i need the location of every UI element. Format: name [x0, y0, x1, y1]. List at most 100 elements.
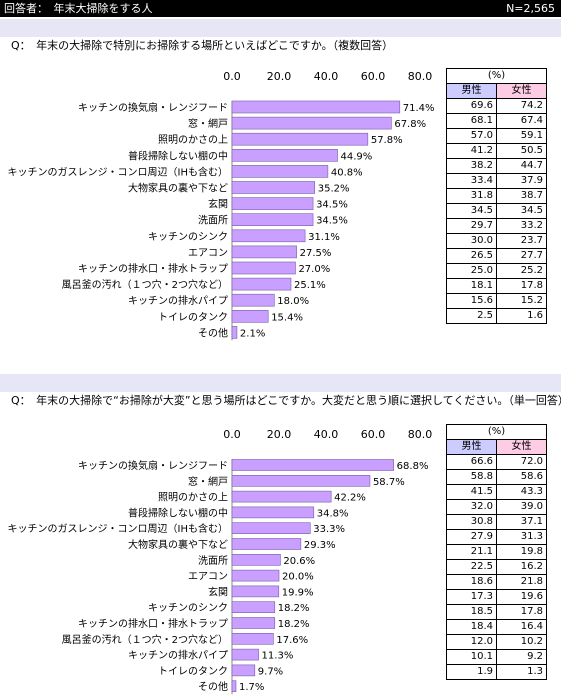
category-label: キッチンの排水パイプ [128, 294, 228, 307]
bar [231, 474, 371, 487]
table-row: 18.6 21.8 [446, 574, 547, 590]
category-label: キッチンのシンク [148, 602, 228, 614]
male-header: 男性 [446, 439, 497, 455]
male-value: 38.2 [446, 158, 497, 174]
bar-value-label: 11.3% [262, 651, 294, 662]
bar-value-label: 25.1% [294, 280, 326, 291]
female-value: 1.3 [496, 664, 547, 680]
male-value: 30.8 [446, 514, 497, 530]
female-value: 21.8 [496, 574, 547, 590]
table-row: 18.4 16.4 [446, 619, 547, 635]
bar-value-label: 68.8% [397, 461, 429, 472]
bar-value-label: 42.2% [334, 493, 366, 504]
category-label: キッチンの換気扇・レンジフード [78, 101, 228, 114]
male-value: 18.6 [446, 574, 497, 590]
bar-value-label: 44.9% [341, 151, 373, 162]
male-value: 18.5 [446, 604, 497, 620]
bar [231, 664, 256, 677]
respondent-bar: 回答者： 年末大掃除をする人 N=2,565 [0, 0, 561, 17]
female-value: 72.0 [496, 454, 547, 470]
female-value: 19.6 [496, 589, 547, 605]
category-label: 大物家具の裏や下など [128, 182, 228, 195]
bar [231, 165, 329, 178]
x-tick-label: 80.0 [408, 70, 433, 83]
bar [231, 490, 332, 503]
table-row: 38.2 44.7 [446, 158, 547, 174]
respondent-label: 回答者： 年末大掃除をする人 [4, 2, 153, 15]
bar [231, 181, 316, 194]
category-label: キッチンの排水パイプ [128, 649, 228, 662]
bar [231, 459, 394, 471]
category-label: 玄関 [208, 198, 228, 211]
table-row: 27.9 31.3 [446, 529, 547, 545]
table-row: 32.0 39.0 [446, 499, 547, 515]
female-value: 15.2 [496, 293, 547, 309]
bar-value-label: 19.9% [282, 587, 314, 598]
bar [231, 585, 280, 598]
bar-value-label: 27.0% [298, 264, 330, 275]
category-label: その他 [198, 680, 228, 693]
bar [231, 680, 237, 693]
female-value: 34.5 [496, 203, 547, 219]
male-value: 58.8 [446, 469, 497, 485]
table-row: 29.7 33.2 [446, 218, 547, 234]
male-value: 26.5 [446, 248, 497, 264]
category-label: トイレのタンク [158, 311, 228, 323]
table-unit: (%) [446, 424, 547, 440]
male-header: 男性 [446, 83, 497, 99]
chart-hard-cleaning: 0.0 20.0 40.0 60.0 80.0 キッチンの換気扇・レンジフード 68.8% 窓… [8, 428, 433, 695]
bar-value-label: 34.5% [316, 200, 348, 211]
category-label: 普段掃除しない棚の中 [128, 506, 228, 519]
male-value: 32.0 [446, 499, 497, 515]
male-value: 15.6 [446, 293, 497, 309]
table-row: 21.1 19.8 [446, 544, 547, 560]
question-2-text: Q： 年末の大掃除で“お掃除が大変”と思う場所はどこですか。大変だと思う順に選択… [11, 394, 561, 407]
male-value: 57.0 [446, 128, 497, 144]
category-label: キッチンのシンク [148, 231, 228, 243]
male-value: 41.2 [446, 143, 497, 159]
female-value: 50.5 [496, 143, 547, 159]
bar-value-label: 67.8% [394, 119, 426, 130]
bar [231, 554, 281, 566]
x-tick-label: 80.0 [408, 428, 433, 441]
bar-value-label: 27.5% [300, 248, 332, 259]
male-value: 18.4 [446, 619, 497, 635]
female-value: 23.7 [496, 233, 547, 249]
table-row: 41.2 50.5 [446, 143, 547, 159]
table-unit: (%) [446, 68, 547, 84]
x-tick-label: 20.0 [267, 428, 292, 441]
bar-value-label: 18.2% [278, 603, 310, 614]
female-value: 16.2 [496, 559, 547, 575]
female-value: 44.7 [496, 158, 547, 174]
female-value: 9.2 [496, 649, 547, 665]
category-label: 大物家具の裏や下など [128, 538, 228, 551]
bar [231, 277, 292, 291]
bar-value-label: 20.0% [282, 572, 314, 583]
x-tick-label: 60.0 [361, 428, 386, 441]
male-value: 1.9 [446, 664, 497, 680]
male-value: 30.0 [446, 233, 497, 249]
table-row: 12.0 10.2 [446, 634, 547, 650]
category-label: エアコン [188, 248, 228, 259]
bar [231, 293, 275, 307]
male-value: 17.3 [446, 589, 497, 605]
male-value: 25.0 [446, 263, 497, 279]
female-value: 58.6 [496, 469, 547, 485]
bar [231, 116, 392, 130]
male-value: 66.6 [446, 454, 497, 470]
table-row: 10.1 9.2 [446, 649, 547, 665]
gender-table-2: (%) 男性 女性 66.6 72.0 58.8 58.6 41.5 43.3 32.0 39… [446, 424, 547, 680]
male-value: 18.1 [446, 278, 497, 294]
bar-value-label: 15.4% [271, 312, 303, 323]
female-value: 27.7 [496, 248, 547, 264]
female-value: 31.3 [496, 529, 547, 545]
female-value: 37.1 [496, 514, 547, 530]
female-value: 10.2 [496, 634, 547, 650]
category-label: その他 [198, 326, 228, 339]
male-value: 41.5 [446, 484, 497, 500]
bar-value-label: 33.3% [313, 524, 345, 535]
x-tick-label: 0.0 [223, 428, 241, 441]
table-row: 69.6 74.2 [446, 98, 547, 114]
female-value: 17.8 [496, 604, 547, 620]
x-tick-label: 40.0 [314, 428, 339, 441]
